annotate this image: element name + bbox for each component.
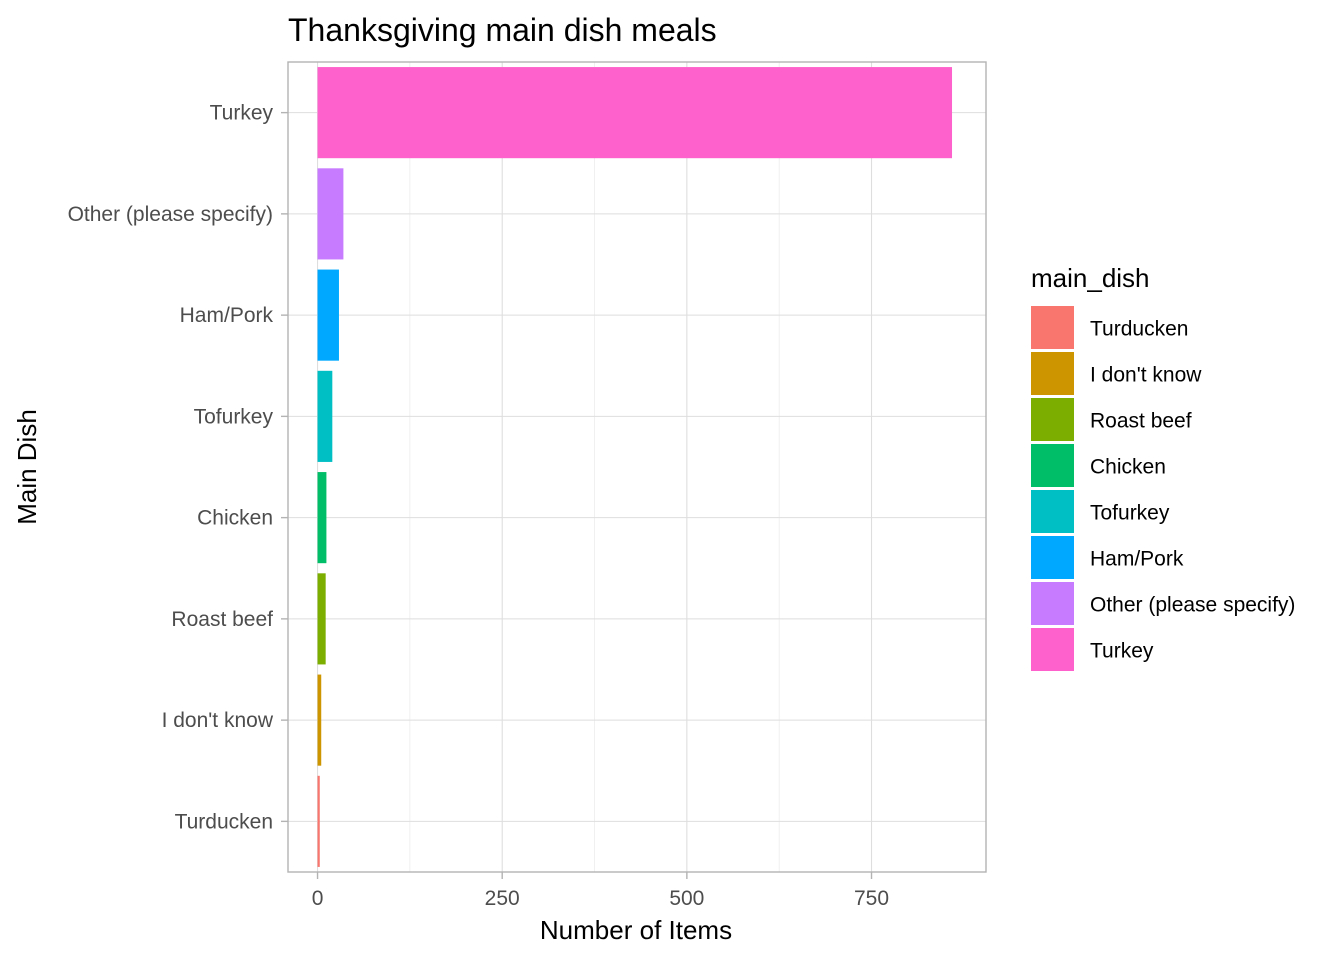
- bar: [317, 472, 327, 564]
- legend-key: [1031, 306, 1074, 349]
- plot-panel-border: [287, 61, 987, 873]
- legend-key: [1031, 490, 1074, 533]
- y-tick-label: I don't know: [162, 709, 274, 732]
- legend-key: [1031, 352, 1074, 395]
- x-axis-title: Number of Items: [540, 915, 732, 945]
- bar: [317, 674, 322, 766]
- legend-label: Turkey: [1090, 640, 1154, 663]
- y-tick-label: Tofurkey: [194, 405, 274, 428]
- legend-key: [1031, 582, 1074, 625]
- legend-label: Turducken: [1090, 318, 1188, 341]
- legend-key: [1031, 628, 1074, 671]
- x-tick-label: 750: [854, 887, 889, 910]
- bar: [317, 269, 339, 361]
- y-axis-ticks: Turkey Other (please specify) Ham/Pork Tofu…: [68, 102, 288, 833]
- legend: main_dish Turducken I don't know Roast bee…: [1031, 263, 1295, 671]
- x-tick-label: 0: [312, 887, 324, 910]
- y-axis-title: Main Dish: [12, 409, 42, 525]
- x-axis-ticks: 0 250 500 750: [312, 872, 889, 910]
- y-tick-label: Chicken: [197, 507, 273, 530]
- y-tick-label: Turducken: [175, 810, 273, 833]
- x-tick-label: 250: [485, 887, 520, 910]
- legend-key: [1031, 398, 1074, 441]
- legend-key: [1031, 536, 1074, 579]
- legend-label: I don't know: [1090, 364, 1202, 387]
- legend-key: [1031, 444, 1074, 487]
- grid: [288, 62, 986, 872]
- legend-label: Ham/Pork: [1090, 548, 1184, 571]
- bar: [317, 168, 344, 260]
- legend-label: Roast beef: [1090, 410, 1192, 433]
- bar: [317, 67, 953, 159]
- legend-label: Chicken: [1090, 456, 1166, 479]
- legend-label: Other (please specify): [1090, 594, 1295, 617]
- bar: [317, 573, 326, 665]
- x-tick-label: 500: [669, 887, 704, 910]
- legend-title: main_dish: [1031, 263, 1150, 293]
- bar: [317, 775, 320, 867]
- bars: [317, 67, 953, 867]
- y-tick-label: Turkey: [210, 102, 274, 125]
- y-tick-label: Ham/Pork: [180, 304, 274, 327]
- y-tick-label: Other (please specify): [68, 203, 273, 226]
- y-tick-label: Roast beef: [171, 608, 273, 631]
- bar: [317, 370, 333, 462]
- legend-label: Tofurkey: [1090, 502, 1170, 525]
- chart-title: Thanksgiving main dish meals: [288, 12, 717, 48]
